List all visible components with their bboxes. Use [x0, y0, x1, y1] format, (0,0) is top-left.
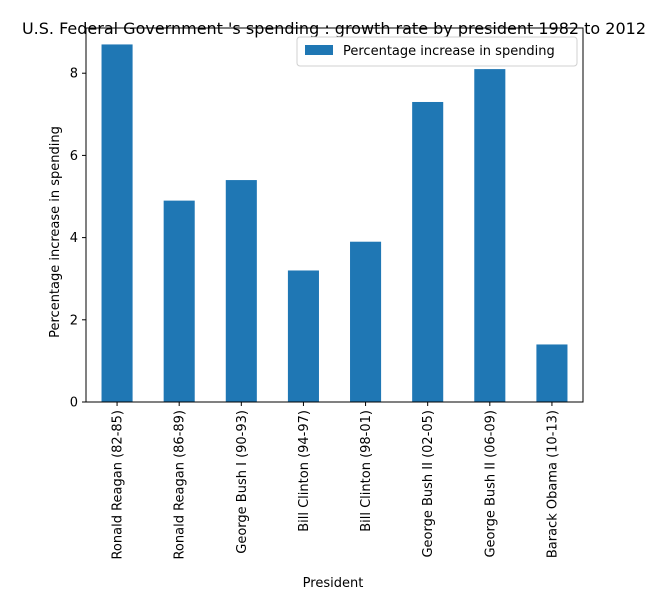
bar [287, 270, 319, 402]
y-tick-label: 2 [70, 313, 78, 328]
y-axis: 0 2 4 6 8 [70, 67, 86, 411]
legend-swatch [305, 45, 333, 55]
y-tick-label: 8 [70, 67, 78, 82]
y-tick-label: 4 [70, 231, 78, 246]
x-tick-label: Ronald Reagan (86-89) [173, 410, 188, 560]
bar [225, 180, 257, 402]
legend-box [296, 36, 578, 67]
x-tick-label: Barack Obama (10-13) [545, 410, 560, 558]
legend-label: Percentage increase in spending [343, 44, 555, 59]
x-tick-label: George Bush II (02-05) [421, 410, 436, 558]
plot-frame [85, 27, 584, 403]
x-tick-label: Bill Clinton (98-01) [359, 410, 374, 532]
x-tick-label: George Bush II (06-09) [483, 410, 498, 558]
x-tick-label: Ronald Reagan (82-85) [111, 410, 126, 560]
bar [412, 101, 444, 402]
x-tick-label: George Bush I (90-93) [235, 410, 250, 554]
bar [474, 69, 506, 402]
x-axis-label: President [303, 576, 364, 591]
y-axis-label: Percentage increase in spending [48, 126, 63, 338]
bar [163, 200, 195, 402]
bar [536, 344, 568, 402]
y-tick-label: 0 [70, 396, 78, 411]
x-axis: Ronald Reagan (82-85) Ronald Reagan (86-8… [111, 402, 560, 560]
bar [350, 241, 382, 402]
x-tick-label: Bill Clinton (94-97) [297, 410, 312, 532]
y-tick-label: 6 [70, 149, 78, 164]
bar [101, 44, 133, 402]
plot-area [85, 27, 584, 403]
legend: Percentage increase in spending [296, 36, 578, 67]
